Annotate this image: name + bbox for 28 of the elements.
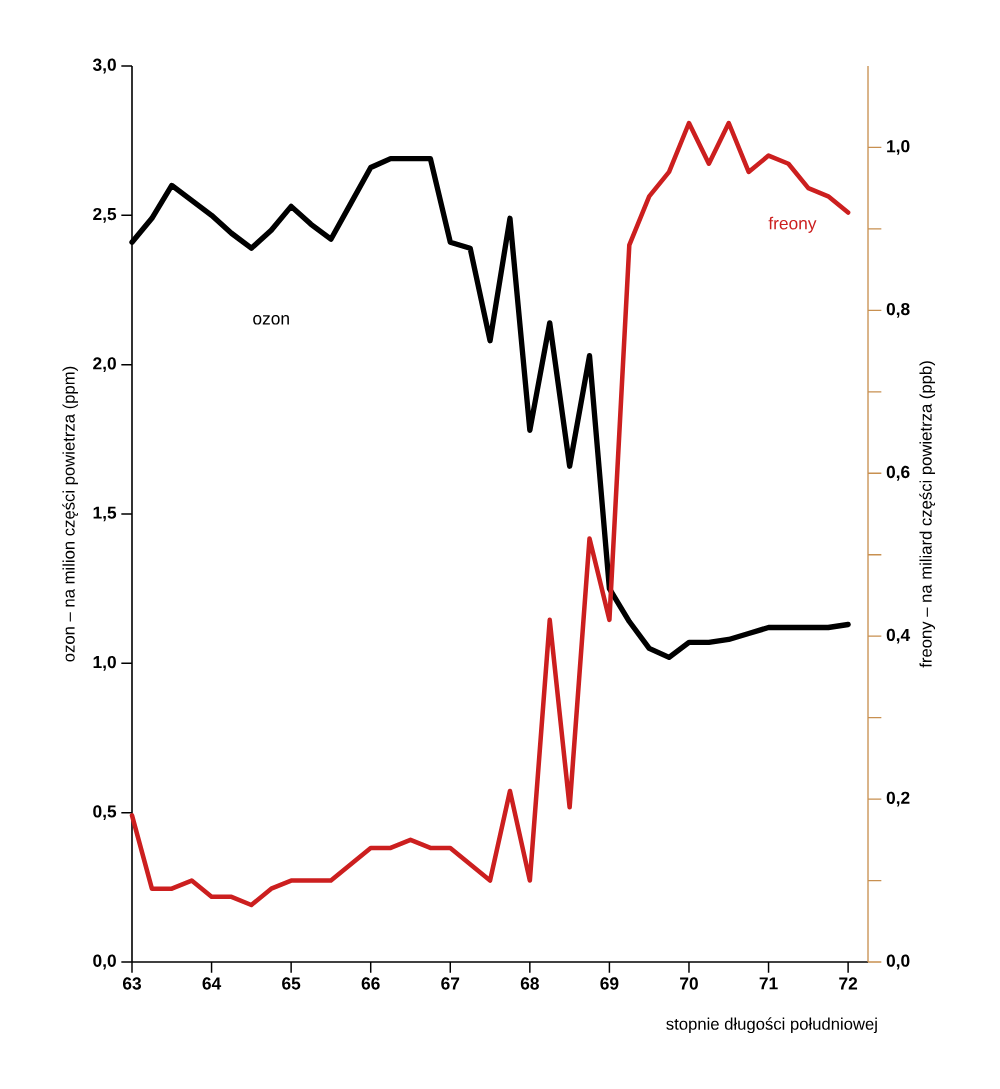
- x-tick-label: 68: [520, 977, 539, 990]
- x-tick-label: 65: [282, 977, 301, 990]
- y2-tick-label: 0,0: [886, 954, 910, 970]
- y-tick-label: 1,0: [93, 655, 116, 671]
- y-tick-label: 2,5: [93, 207, 117, 223]
- x-tick-label: 70: [680, 977, 698, 990]
- y2-tick-label: 0,6: [886, 465, 910, 481]
- y2-tick-label: 0,4: [886, 628, 911, 644]
- x-tick-label: 71: [759, 977, 778, 990]
- x-axis-title: stopnie długości południowej: [666, 1017, 877, 1034]
- y-axis-title: ozon – na milion części powietrza (ppm): [62, 366, 79, 662]
- x-tick-label: 67: [441, 977, 460, 990]
- y-tick-label: 2,0: [93, 357, 116, 373]
- x-tick-label: 64: [202, 977, 222, 990]
- text: ozon: [253, 315, 289, 325]
- y-tick-label: 0,0: [93, 954, 116, 970]
- y-tick-label: 3,0: [92, 58, 116, 74]
- y-tick-label: 1,5: [93, 506, 117, 522]
- y2-axis-title: freony – na miliard części powietrza (ppb): [919, 361, 936, 668]
- y-tick-label: 0,5: [93, 805, 117, 821]
- series-label: freony: [768, 216, 817, 233]
- y2-tick-label: 0,8: [886, 302, 910, 318]
- x-tick-label: 72: [839, 977, 858, 990]
- y2-tick-label: 1,0: [887, 140, 910, 155]
- x-tick-label: 63: [122, 977, 142, 990]
- y2-tick-label: 0,2: [886, 791, 910, 807]
- x-tick-label: 66: [361, 977, 380, 990]
- x-tick-label: 69: [600, 977, 619, 990]
